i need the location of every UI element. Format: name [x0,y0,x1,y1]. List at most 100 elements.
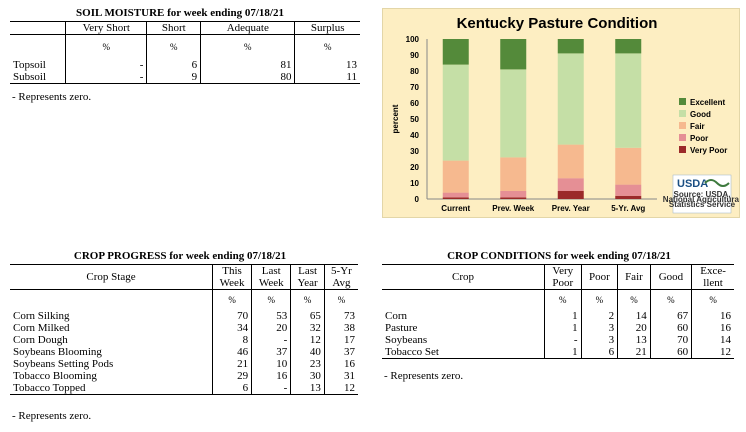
bar-segment [615,195,642,199]
table-row: Topsoil - 6 81 13 [10,58,360,71]
cell: 10 [251,357,291,370]
bar-segment [442,192,469,198]
cell: - [544,333,582,346]
cell: 13 [290,381,325,394]
cell: 11 [294,70,360,83]
bar-segment [615,184,642,196]
cell: 12 [691,345,734,358]
bar-segment [557,191,584,199]
bar-segment [500,39,527,70]
bar-segment [615,39,642,54]
crop-header: Crop [452,271,474,283]
table-row: Subsoil - 9 80 11 [10,70,360,83]
y-tick-label: 60 [410,99,419,108]
crop-conditions-note: - Represents zero. [384,370,464,382]
cell: 34 [211,321,252,334]
col-short: Short [146,21,201,35]
legend-label: Very Poor [690,146,727,155]
unit-pct: % [544,289,582,310]
cell: 1 [544,309,582,322]
col-last-week: Last [251,264,291,277]
legend-label: Poor [690,134,708,143]
table-row: Corn 1 2 14 67 16 [382,309,734,322]
cell: 60 [649,345,692,358]
cell: 14 [617,309,651,322]
row-label: Tobacco Topped [13,381,86,394]
table-row: Corn Milked 34 20 32 38 [10,321,358,334]
x-tick-label: Current [441,204,470,213]
legend-swatch [679,98,686,105]
bar-segment [615,147,642,185]
col-last-year: Last [290,264,325,277]
row-label: Corn Milked [13,321,70,334]
table-row: Soybeans Blooming 46 37 40 37 [10,345,358,358]
cell: 20 [617,321,651,334]
cell: 13 [617,333,651,346]
cell: 70 [211,309,252,322]
cell: 29 [211,369,252,382]
x-tick-label: 5-Yr. Avg [611,204,645,213]
y-tick-label: 40 [410,131,419,140]
col-fair: Fair [617,264,651,290]
table-row: Corn Dough 8-12 17 [10,333,358,346]
col-adequate: Adequate [200,21,295,35]
unit-pct: % [617,289,651,310]
table-row: Pasture 1 3 20 60 16 [382,321,734,334]
col-excellent: llent [691,277,734,290]
y-tick-label: 80 [410,67,419,76]
bar-segment [615,53,642,148]
usda-logo-frame [672,174,732,214]
cell: - [251,333,291,346]
source-line: National Agricultural [663,195,739,204]
unit-pct: % [290,289,325,310]
cell: 53 [251,309,291,322]
row-label: Topsoil [13,58,46,71]
source-line: Statistics Service [669,200,736,209]
usda-logo-text: USDA [677,178,708,190]
soil-moisture-table: Very Short Short Adequate Surplus % % % … [10,21,360,84]
cell: 20 [251,321,291,334]
row-label: Soybeans [385,333,428,346]
legend-swatch [679,122,686,129]
cell: 6 [146,58,201,71]
crop-progress-title: CROP PROGRESS for week ending 07/18/21 [73,250,287,262]
crop-stage-header: Crop Stage [86,271,136,283]
legend-label: Good [690,110,711,119]
col-poor: Poor [580,264,618,290]
cell: 32 [290,321,325,334]
col-5yr-avg: 5-Yr [323,264,358,277]
y-tick-label: 100 [406,35,420,44]
legend-swatch [679,146,686,153]
chart-svg: Kentucky Pasture Condition 0 10 20 30 40 50 60 7… [391,15,739,214]
bar-segment [557,39,584,54]
cell: 73 [323,309,358,322]
x-tick-label: Prev. Year [552,204,590,213]
row-label: Corn Dough [13,333,68,346]
bar-segment [557,53,584,145]
row-label: Subsoil [13,70,47,83]
legend-label: Fair [690,122,705,131]
col-very-poor: Very [544,264,582,277]
unit-pct: % [294,34,360,59]
cell: 21 [211,357,252,370]
cell: 37 [251,345,291,358]
y-tick-label: 10 [410,179,419,188]
unit-pct: % [691,289,734,310]
table-row: Soybeans -3 13 70 14 [382,333,734,346]
y-tick-label: 0 [415,195,420,204]
row-label: Pasture [385,321,418,334]
bar-segment [500,197,527,199]
unit-pct: % [146,34,201,59]
col-this-week: This [211,264,252,277]
cell: 2 [580,309,618,322]
cell: 37 [323,345,358,358]
y-tick-label: 20 [410,163,419,172]
usda-logo-icon [704,179,730,187]
cell: 1 [544,345,582,358]
crop-conditions-table: Crop Very Poor Fair Good Exce- Poor llen… [382,264,734,359]
unit-pct: % [251,289,291,310]
table-row: Tobacco Topped 6-13 12 [10,381,358,394]
cell: 12 [290,333,325,346]
cell: 12 [323,381,358,394]
cell: - [65,58,147,71]
